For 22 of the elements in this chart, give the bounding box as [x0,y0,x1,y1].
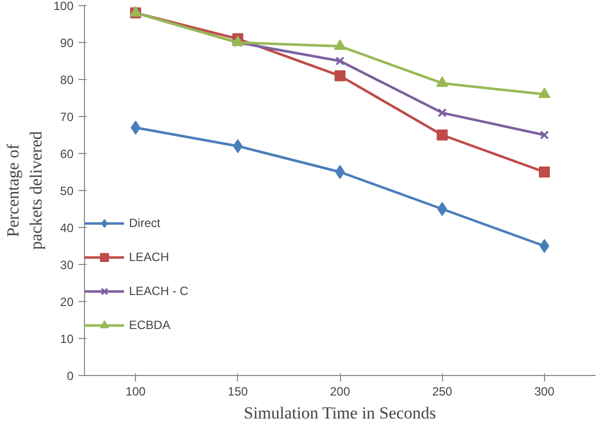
x-tick-label: 250 [432,384,453,398]
y-tick-label: 20 [60,295,74,309]
y-tick-label: 60 [60,147,74,161]
x-tick-label: 200 [330,384,350,398]
legend-label: ECBDA [129,318,170,332]
y-tick-label: 50 [60,184,74,198]
x-tick-label: 150 [228,384,248,398]
y-tick-label: 80 [60,73,74,87]
y-axis-title: Percentage of packets delivered [4,130,46,250]
x-tick-label: 100 [126,384,146,398]
x-tick-label: 300 [534,384,555,398]
y-tick-label: 40 [60,221,74,235]
legend-label: Direct [129,216,160,230]
x-axis-title: Simulation Time in Seconds [244,404,436,422]
y-tick-label: 0 [66,369,74,383]
legend-label: LEACH [129,250,170,264]
legend-label: LEACH - C [129,284,188,298]
y-tick-label: 100 [53,0,74,13]
y-tick-label: 90 [60,36,74,50]
y-tick-label: 10 [60,332,74,346]
y-tick-label: 30 [60,258,74,272]
y-tick-label: 70 [60,110,74,124]
